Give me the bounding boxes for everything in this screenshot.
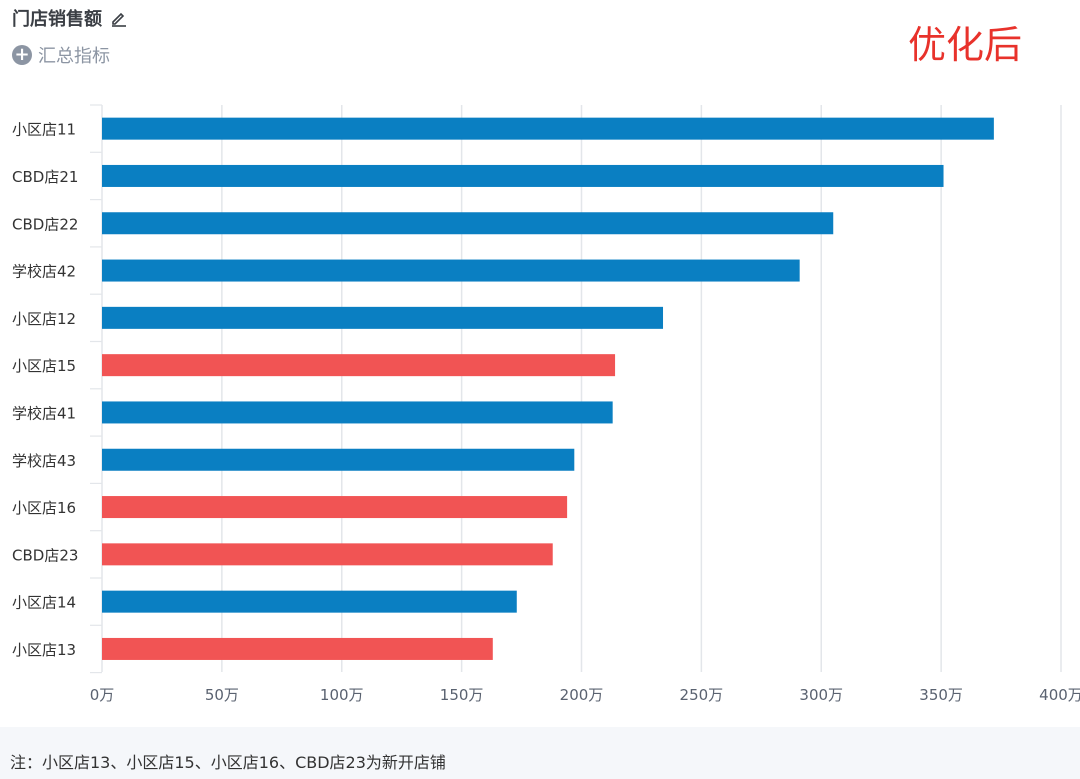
plus-circle-icon: + [12,45,32,65]
bar-6 [102,401,613,424]
category-label-0: 小区店11 [12,121,76,139]
category-label-9: CBD店23 [12,546,78,564]
category-label-4: 小区店12 [12,310,76,328]
footnote: 注：小区店13、小区店15、小区店16、CBD店23为新开店铺 [10,753,446,772]
bar-3 [102,259,800,282]
bar-10 [102,590,517,613]
category-label-10: 小区店14 [12,594,76,612]
bar-2 [102,212,834,235]
chart-header: 门店销售额 + 汇总指标 [12,4,128,68]
title-row: 门店销售额 [12,4,128,32]
category-label-8: 小区店16 [12,499,76,517]
bar-8 [102,496,568,519]
add-summary-metric-button[interactable]: + 汇总指标 [12,42,128,68]
x-tick-label-4: 200万 [560,686,604,704]
bar-chart: 小区店11 CBD店21 CBD店22 学校店42 小区店12 小区店15 学校店41 学校店… [12,104,1080,704]
category-label-6: 学校店41 [12,404,76,422]
x-tick-label-5: 250万 [680,686,724,704]
x-tick-label-1: 50万 [205,686,239,704]
bar-7 [102,448,575,471]
summary-metric-label: 汇总指标 [38,46,110,67]
chart-title: 门店销售额 [12,9,102,30]
category-label-1: CBD店21 [12,168,78,186]
bar-1 [102,164,944,187]
bar-11 [102,637,493,660]
category-label-7: 学校店43 [12,452,76,470]
edit-icon[interactable] [110,9,128,27]
x-tick-label-3: 150万 [440,686,484,704]
bar-0 [102,117,994,140]
category-label-3: 学校店42 [12,263,76,281]
footer: 注：小区店13、小区店15、小区店16、CBD店23为新开店铺 [0,727,1080,779]
x-tick-label-8: 400万 [1039,686,1080,704]
category-label-2: CBD店22 [12,215,78,233]
x-tick-label-2: 100万 [320,686,364,704]
x-tick-label-7: 350万 [919,686,963,704]
category-label-5: 小区店15 [12,357,76,375]
bar-4 [102,306,664,329]
x-tick-label-0: 0万 [90,686,115,704]
bar-5 [102,354,616,377]
optimized-label: 优化后 [908,23,1023,67]
bar-9 [102,543,553,566]
x-tick-label-6: 300万 [799,686,843,704]
category-label-11: 小区店13 [12,641,76,659]
